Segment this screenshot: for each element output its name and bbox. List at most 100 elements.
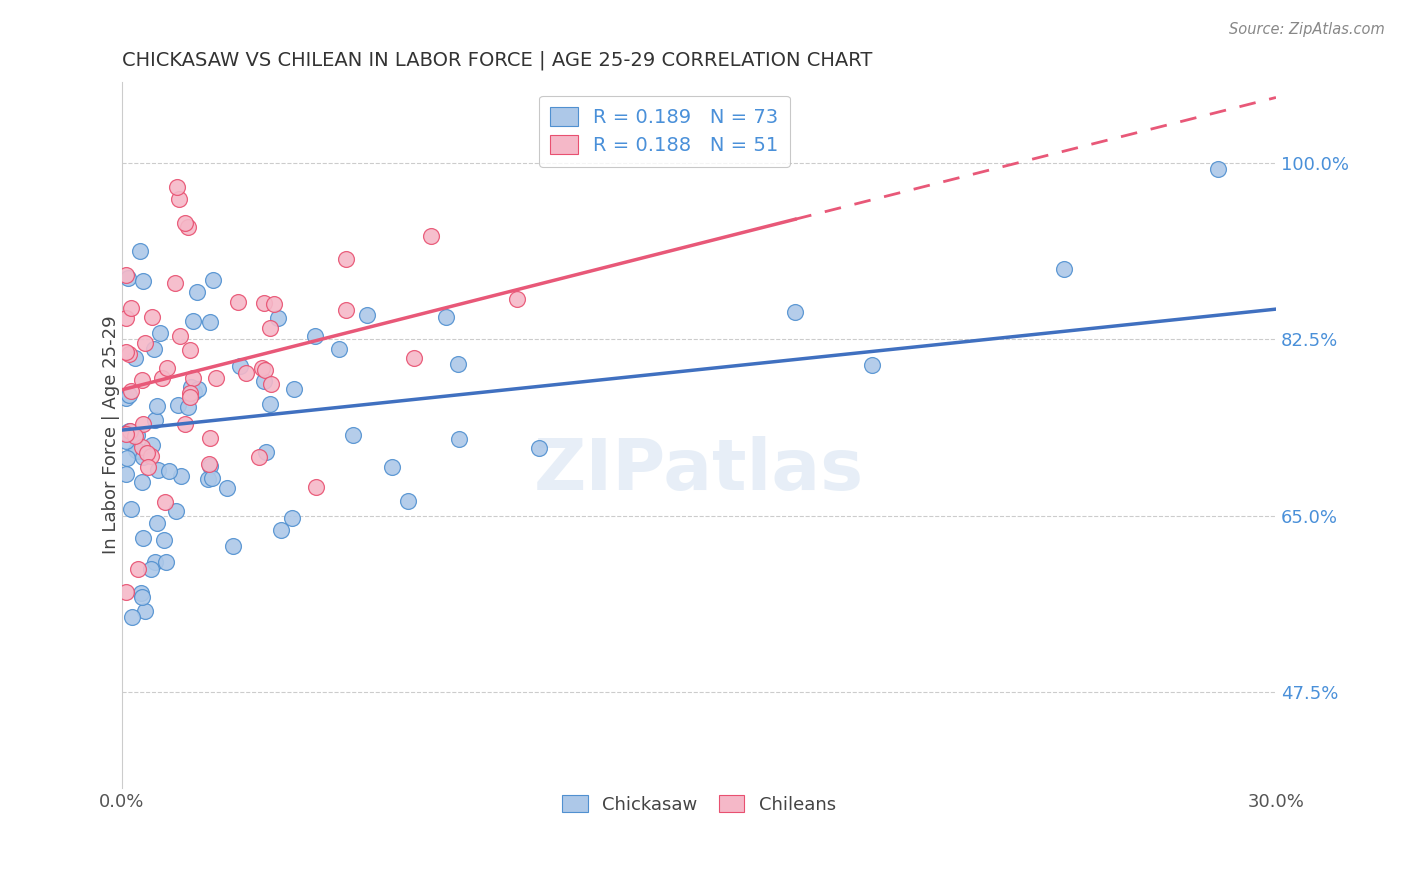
Point: [253, 374, 276, 388]
Point: [120, 502, 142, 516]
Point: [136, 459, 159, 474]
Point: [115, 391, 138, 405]
Point: [146, 400, 169, 414]
Point: [115, 426, 138, 441]
Point: [270, 524, 292, 538]
Point: [222, 539, 245, 553]
Point: [120, 424, 142, 438]
Point: [125, 443, 148, 458]
Point: [335, 252, 357, 267]
Point: [205, 371, 228, 385]
Point: [402, 351, 425, 366]
Point: [132, 450, 155, 465]
Point: [115, 584, 138, 599]
Point: [155, 555, 177, 569]
Point: [785, 305, 807, 319]
Point: [146, 463, 169, 477]
Point: [335, 302, 357, 317]
Point: [254, 445, 277, 459]
Point: [165, 504, 187, 518]
Point: [115, 268, 138, 282]
Point: [215, 481, 238, 495]
Point: [260, 377, 283, 392]
Point: [143, 413, 166, 427]
Point: [127, 562, 149, 576]
Text: CHICKASAW VS CHILEAN IN LABOR FORCE | AGE 25-29 CORRELATION CHART: CHICKASAW VS CHILEAN IN LABOR FORCE | AG…: [122, 51, 872, 70]
Point: [342, 427, 364, 442]
Point: [141, 449, 163, 463]
Point: [115, 427, 138, 442]
Point: [527, 441, 550, 455]
Text: ZIPatlas: ZIPatlas: [534, 436, 865, 505]
Y-axis label: In Labor Force | Age 25-29: In Labor Force | Age 25-29: [103, 316, 120, 555]
Point: [169, 469, 191, 483]
Point: [118, 347, 141, 361]
Point: [198, 430, 221, 444]
Point: [131, 590, 153, 604]
Point: [141, 437, 163, 451]
Point: [131, 373, 153, 387]
Point: [115, 344, 138, 359]
Point: [419, 228, 441, 243]
Point: [396, 494, 419, 508]
Point: [117, 424, 139, 438]
Point: [328, 342, 350, 356]
Point: [121, 609, 143, 624]
Point: [117, 271, 139, 285]
Point: [229, 359, 252, 373]
Point: [179, 343, 201, 357]
Point: [174, 417, 197, 431]
Point: [132, 274, 155, 288]
Point: [506, 293, 529, 307]
Point: [134, 335, 156, 350]
Point: [127, 443, 149, 458]
Point: [134, 604, 156, 618]
Point: [253, 296, 276, 310]
Point: [156, 361, 179, 376]
Point: [169, 329, 191, 343]
Text: Source: ZipAtlas.com: Source: ZipAtlas.com: [1229, 22, 1385, 37]
Point: [132, 531, 155, 545]
Point: [153, 533, 176, 548]
Point: [860, 358, 883, 372]
Point: [447, 433, 470, 447]
Point: [259, 321, 281, 335]
Point: [131, 586, 153, 600]
Point: [124, 351, 146, 365]
Point: [157, 464, 180, 478]
Point: [165, 277, 187, 291]
Point: [226, 294, 249, 309]
Point: [118, 387, 141, 401]
Point: [153, 495, 176, 509]
Point: [146, 516, 169, 531]
Point: [259, 397, 281, 411]
Point: [181, 314, 204, 328]
Point: [115, 450, 138, 465]
Point: [283, 382, 305, 396]
Point: [201, 471, 224, 485]
Point: [263, 297, 285, 311]
Point: [183, 385, 205, 400]
Point: [125, 428, 148, 442]
Point: [381, 459, 404, 474]
Point: [127, 443, 149, 458]
Point: [142, 342, 165, 356]
Point: [179, 386, 201, 401]
Point: [180, 380, 202, 394]
Point: [1206, 162, 1229, 177]
Point: [1053, 262, 1076, 277]
Point: [166, 179, 188, 194]
Point: [177, 400, 200, 414]
Point: [250, 360, 273, 375]
Point: [197, 457, 219, 471]
Point: [197, 471, 219, 485]
Point: [304, 329, 326, 343]
Point: [434, 310, 457, 325]
Point: [115, 434, 138, 448]
Point: [131, 475, 153, 489]
Point: [167, 192, 190, 206]
Point: [132, 417, 155, 431]
Point: [202, 273, 225, 287]
Point: [254, 362, 277, 376]
Point: [174, 216, 197, 230]
